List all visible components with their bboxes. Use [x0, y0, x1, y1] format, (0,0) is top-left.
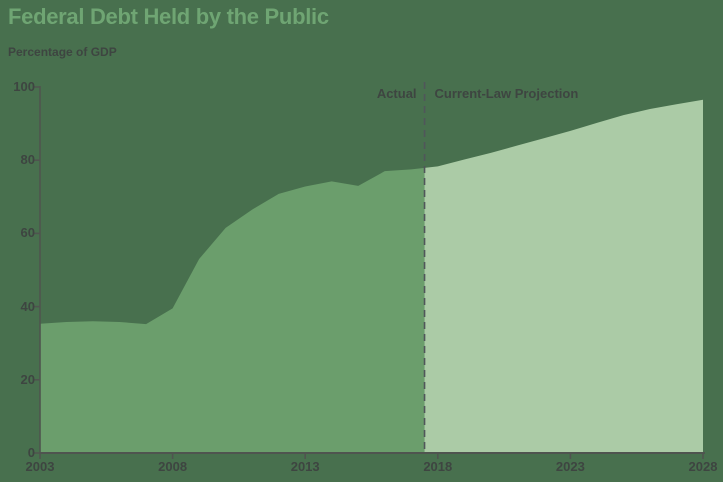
x-tick-label: 2023 [555, 459, 585, 474]
y-tick-label: 80 [20, 152, 35, 168]
y-tick-label: 20 [20, 371, 35, 387]
y-tick-label: 40 [20, 298, 35, 314]
x-tick-label: 2028 [688, 459, 718, 474]
y-tick-label: 0 [27, 445, 35, 460]
x-tick-label: 2013 [290, 459, 320, 474]
projection-area [424, 99, 703, 453]
x-tick-label: 2008 [158, 459, 188, 474]
annotation-projection-label: Current-Law Projection [434, 86, 579, 101]
actual-area [40, 167, 425, 454]
y-tick-label: 100 [13, 79, 35, 94]
x-tick-label: 2003 [25, 459, 55, 474]
annotation-actual-label: Actual [376, 86, 417, 101]
x-tick-label: 2018 [423, 459, 453, 474]
chart-title: Federal Debt Held by the Public [8, 4, 329, 29]
y-tick-label: 60 [20, 225, 35, 241]
chart-subtitle: Percentage of GDP [8, 45, 117, 59]
